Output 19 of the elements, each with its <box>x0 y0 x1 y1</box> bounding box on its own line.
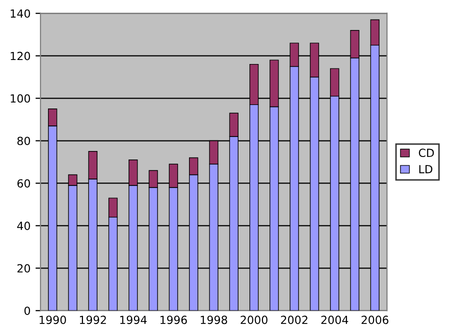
legend-label: CD <box>418 148 434 158</box>
x-tick-label: 2004 <box>321 316 348 324</box>
x-tick-label: 1990 <box>40 316 66 324</box>
legend-label: LD <box>419 165 432 174</box>
y-tick-label: 60 <box>17 179 30 188</box>
x-tick-label: 2000 <box>240 316 268 324</box>
y-tick-label: 20 <box>17 264 30 273</box>
x-tick-label: 2006 <box>362 316 388 324</box>
y-tick-label: 80 <box>17 136 30 146</box>
x-tick-label: 1994 <box>120 316 147 324</box>
x-tick-label: 1992 <box>80 316 106 324</box>
y-tick-label: 100 <box>10 94 30 103</box>
y-tick-label: 0 <box>24 306 30 315</box>
y-tick-label: 40 <box>17 222 30 230</box>
y-tick-label: 140 <box>10 9 30 18</box>
x-tick-label: 1996 <box>160 316 187 324</box>
x-tick-label: 1998 <box>200 316 228 324</box>
y-tick-label: 120 <box>10 52 30 60</box>
x-tick-label: 2002 <box>281 316 308 324</box>
